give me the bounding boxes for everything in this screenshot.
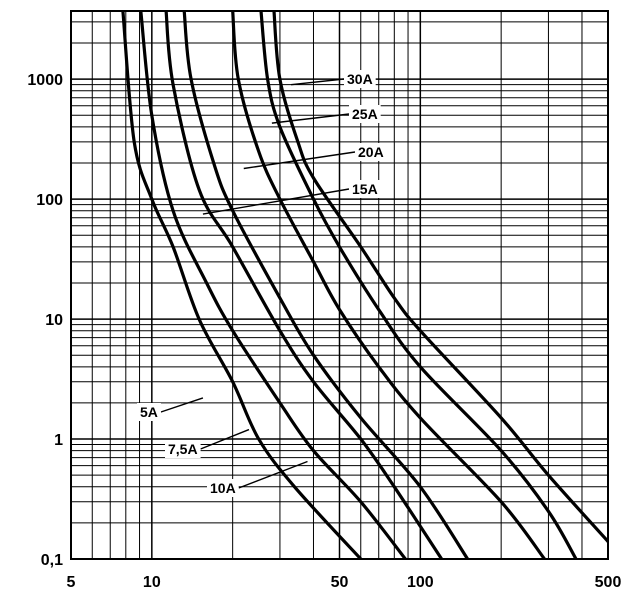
- series-curve-7-5a: [139, 11, 407, 559]
- series-label-bg: [349, 180, 381, 198]
- label-leader-line: [202, 188, 350, 215]
- plot-frame: [70, 10, 609, 560]
- y-tick-label: 1000: [27, 72, 63, 89]
- series-label-bg: [349, 105, 381, 123]
- label-leader-line: [271, 113, 350, 124]
- series-curve-15a: [182, 11, 470, 559]
- x-tick-label: 500: [595, 574, 622, 591]
- series-label-20a: 20A: [358, 144, 384, 160]
- grid: [70, 11, 609, 560]
- y-tick-label: 100: [36, 192, 63, 209]
- x-axis-tick-labels: 5 10 50 100 500: [67, 574, 622, 591]
- annotation-leaders: [160, 78, 356, 489]
- series-label-10a: 10A: [210, 480, 236, 496]
- series-label-7-5a: 7,5A: [168, 441, 198, 457]
- series-curve-30a: [272, 11, 608, 544]
- series-curves: [121, 11, 608, 559]
- series-label-bg: [165, 440, 201, 458]
- series-labels: 30A 25A 20A 15A 5A 7,5A 10A: [137, 70, 387, 497]
- series-curve-25a: [259, 11, 578, 559]
- label-leader-line: [238, 460, 308, 489]
- series-curve-5a: [121, 11, 363, 559]
- label-leader-line: [290, 78, 345, 86]
- x-tick-label: 50: [331, 574, 349, 591]
- series-label-5a: 5A: [140, 404, 158, 420]
- series-label-30a: 30A: [347, 71, 373, 87]
- y-tick-label: 1: [54, 432, 63, 449]
- series-label-bg: [355, 143, 387, 161]
- label-leader-line: [160, 397, 204, 413]
- y-tick-label: 0,1: [41, 552, 63, 569]
- label-leader-line: [200, 428, 250, 450]
- x-tick-label: 5: [67, 574, 76, 591]
- series-curve-10a: [164, 11, 444, 559]
- series-label-15a: 15A: [352, 181, 378, 197]
- series-label-25a: 25A: [352, 106, 378, 122]
- x-tick-label: 10: [143, 574, 161, 591]
- series-curve-20a: [231, 11, 547, 559]
- y-tick-label: 10: [45, 312, 63, 329]
- label-leader-line: [243, 151, 356, 170]
- series-label-bg: [344, 70, 376, 88]
- x-tick-label: 100: [407, 574, 434, 591]
- series-label-bg: [137, 403, 161, 421]
- y-axis-tick-labels: 0,1 1 10 100 1000: [27, 72, 63, 569]
- series-label-bg: [207, 479, 239, 497]
